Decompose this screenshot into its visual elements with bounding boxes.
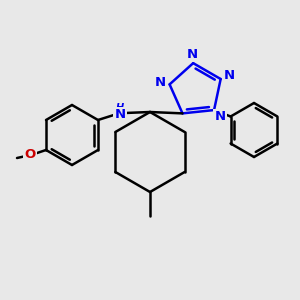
Text: N: N <box>114 109 126 122</box>
Text: N: N <box>187 48 198 61</box>
Text: N: N <box>155 76 166 89</box>
Text: O: O <box>24 148 36 161</box>
Text: N: N <box>223 69 235 82</box>
Text: H: H <box>116 103 124 113</box>
Text: N: N <box>214 110 226 123</box>
